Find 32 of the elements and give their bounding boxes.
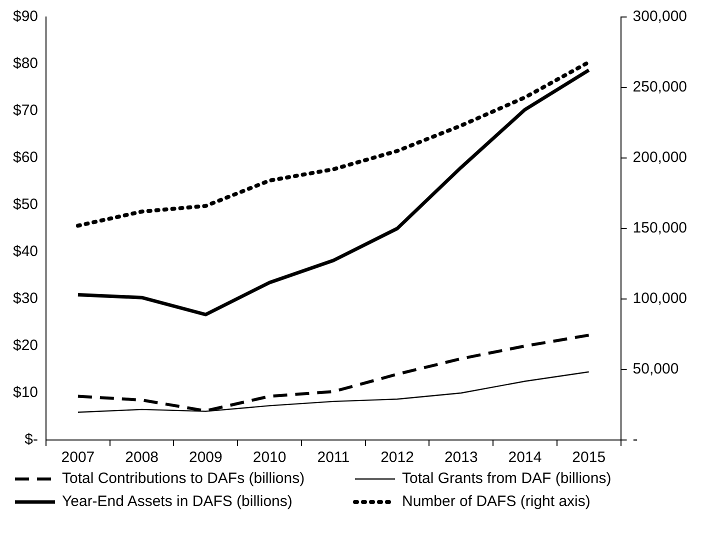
- y-tick-label: $50: [12, 196, 38, 214]
- y2-tick-label: 50,000: [632, 360, 679, 378]
- x-tick-label: 2009: [188, 449, 222, 466]
- y-tick-label: $90: [12, 8, 38, 26]
- x-tick-label: 2010: [252, 449, 286, 466]
- x-tick-label: 2013: [444, 449, 478, 466]
- legend-label: Year-End Assets in DAFS (billions): [62, 493, 292, 510]
- y2-tick-label: 300,000: [632, 8, 688, 26]
- x-tick-label: 2008: [125, 449, 159, 466]
- legend-label: Total Contributions to DAFs (billions): [62, 470, 305, 487]
- x-tick-label: 2014: [508, 449, 542, 466]
- y-tick-label: $40: [12, 243, 38, 260]
- line-series: [76, 60, 591, 228]
- y2-tick-label: 100,000: [632, 290, 688, 308]
- y-tick-label: $10: [12, 384, 38, 402]
- legend-label: Total Grants from DAF (billions): [402, 470, 612, 487]
- x-tick-label: 2011: [317, 449, 350, 466]
- line-series: [76, 334, 590, 412]
- x-tick-label: 2007: [61, 449, 95, 466]
- y-tick-label: $-: [24, 431, 38, 448]
- y2-tick-label: 150,000: [632, 220, 688, 237]
- y-tick-label: $20: [12, 337, 38, 354]
- y2-tick-label: 250,000: [632, 78, 688, 96]
- y-tick-label: $80: [12, 55, 38, 72]
- y2-tick-label: 200,000: [632, 149, 688, 166]
- y-tick-label: $60: [12, 149, 38, 166]
- legend-label: Number of DAFS (right axis): [402, 493, 590, 510]
- y2-tick-label: -: [632, 431, 638, 448]
- y-tick-label: $70: [12, 102, 38, 120]
- x-tick-label: 2012: [380, 449, 414, 466]
- y-tick-label: $30: [12, 290, 38, 308]
- x-tick-label: 2015: [572, 449, 606, 466]
